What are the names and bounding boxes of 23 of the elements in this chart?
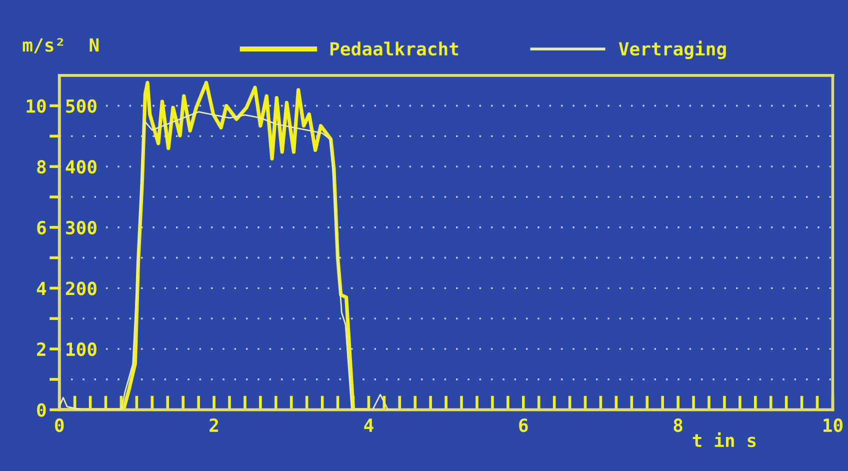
legend-label: Pedaalkracht (330, 42, 458, 56)
y-tick-label: 500 (66, 99, 96, 113)
line-series (59, 111, 400, 410)
x-tick-label: 4 (364, 418, 374, 432)
y-tick-label: 100 (66, 342, 96, 356)
x-tick-label: 0 (55, 418, 64, 432)
y2-tick-label: 10 (26, 99, 46, 113)
legend-label: Vertraging (618, 40, 726, 60)
x-tick-label: 2 (210, 418, 218, 432)
x-tick-label: 10 (824, 418, 843, 432)
y2-axis-title: m/s² (22, 38, 64, 54)
y2-tick-label: 0 (37, 403, 46, 417)
y2-tick-label: 8 (37, 160, 46, 174)
y2-tick-label: 2 (37, 342, 46, 356)
y2-tick-label: 4 (36, 282, 46, 296)
x-axis-title: t in s (692, 432, 756, 448)
x-tick-label: 6 (519, 418, 528, 432)
y-tick-label: 400 (66, 160, 96, 174)
y-tick-label: 200 (66, 282, 96, 296)
x-tick-label: 8 (674, 418, 682, 432)
y-tick-label: 300 (66, 220, 96, 234)
y2-tick-label: 6 (37, 220, 46, 234)
y-axis-title: N (90, 38, 99, 52)
